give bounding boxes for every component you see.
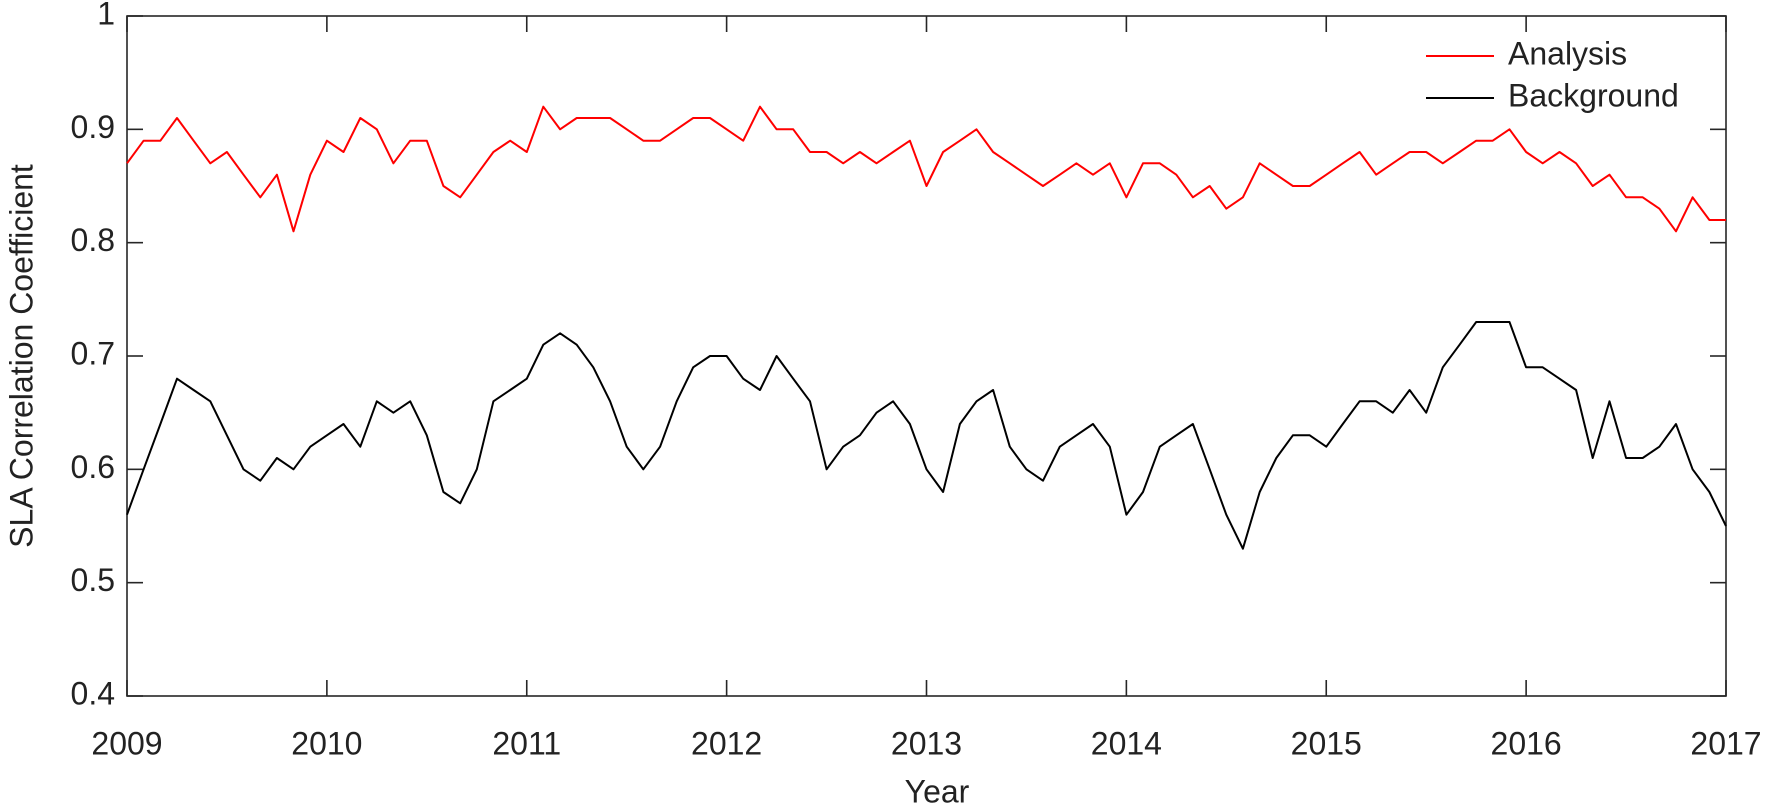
x-tick-label: 2015 <box>1291 725 1362 761</box>
x-axis-label: Year <box>905 773 970 809</box>
y-tick-label: 0.4 <box>71 675 115 711</box>
x-tick-label: 2014 <box>1091 725 1162 761</box>
y-axis-label: SLA Correlation Coefficient <box>3 164 39 548</box>
y-tick-label: 0.5 <box>71 562 115 598</box>
data-line <box>126 105 1726 233</box>
x-tick-label: 2017 <box>1690 725 1761 761</box>
y-tick-label: 0.9 <box>71 109 115 145</box>
x-tick-label: 2009 <box>91 725 162 761</box>
legend-label: Background <box>1508 77 1679 113</box>
x-tick-label: 2011 <box>492 725 561 761</box>
plot-frame <box>126 15 1727 697</box>
y-tick-label: 0.6 <box>71 449 115 485</box>
data-line <box>126 321 1727 550</box>
legend-label: Analysis <box>1508 35 1627 71</box>
x-tick-label: 2013 <box>891 725 962 761</box>
x-tick-label: 2012 <box>691 725 762 761</box>
y-tick-label: 0.8 <box>71 222 115 258</box>
y-tick-label: 0.7 <box>71 335 115 371</box>
x-tick-label: 2016 <box>1491 725 1562 761</box>
y-tick-label: 1 <box>97 0 115 31</box>
x-tick-label: 2010 <box>291 725 362 761</box>
